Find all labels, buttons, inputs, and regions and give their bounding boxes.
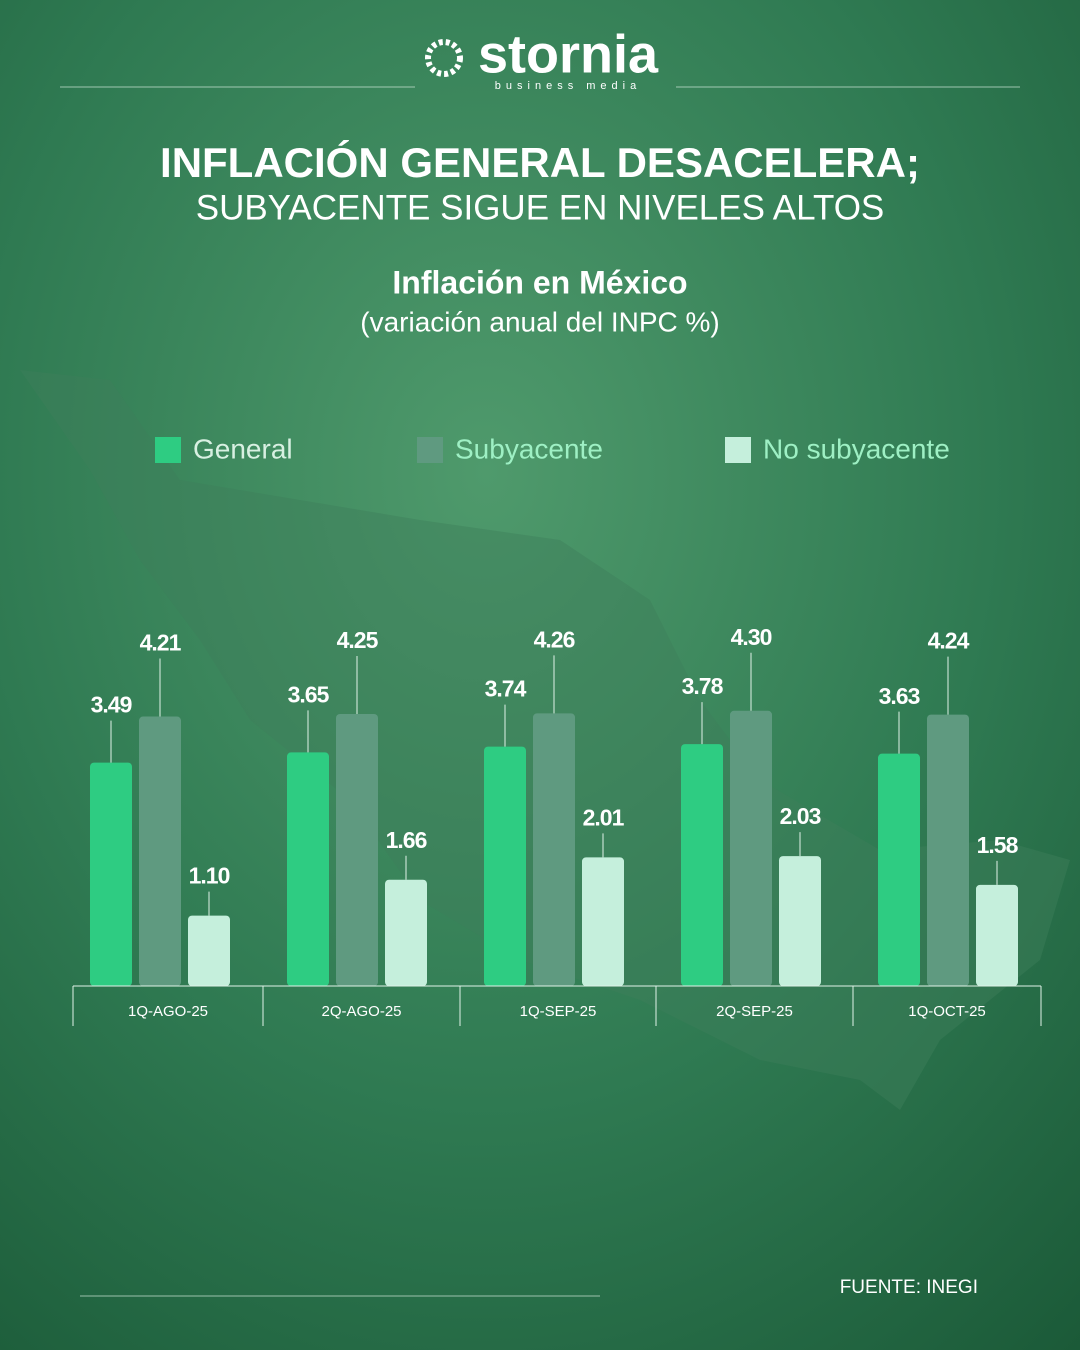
source: FUENTE: INEGI	[840, 1277, 978, 1298]
chart-title: Inflación en México	[392, 264, 687, 300]
value-label: 4.21	[140, 630, 182, 656]
bar	[779, 856, 821, 986]
value-label: 3.49	[91, 692, 132, 718]
value-label: 2.03	[780, 803, 821, 829]
bar	[385, 879, 427, 986]
x-tick-label: 1Q-AGO-25	[128, 1003, 208, 1020]
value-label: 3.78	[682, 673, 724, 699]
x-tick-label: 2Q-AGO-25	[321, 1003, 401, 1020]
value-label: 4.25	[337, 627, 379, 653]
bar	[976, 884, 1018, 986]
logo-mark	[425, 39, 463, 77]
x-tick-label: 1Q-SEP-25	[520, 1003, 597, 1020]
bar	[336, 714, 378, 986]
value-label: 1.10	[189, 863, 230, 889]
bar	[730, 710, 772, 986]
headline-sub: SUBYACENTE SIGUE EN NIVELES ALTOS	[196, 188, 885, 227]
legend-swatch	[417, 437, 443, 463]
value-label: 4.24	[928, 628, 970, 654]
bar	[681, 744, 723, 986]
value-label: 3.65	[288, 681, 330, 707]
bar	[533, 713, 575, 986]
legend-swatch	[725, 437, 751, 463]
legend-label: No subyacente	[763, 433, 950, 464]
value-label: 4.30	[731, 624, 772, 650]
value-label: 2.01	[583, 804, 625, 830]
legend-label: General	[193, 433, 293, 464]
x-tick-label: 1Q-OCT-25	[908, 1003, 986, 1020]
value-label: 3.74	[485, 676, 527, 702]
headline: INFLACIÓN GENERAL DESACELERA;	[160, 138, 920, 186]
value-label: 3.63	[879, 683, 920, 709]
bar	[287, 752, 329, 986]
value-label: 1.58	[977, 832, 1019, 858]
bar	[582, 857, 624, 986]
legend-swatch	[155, 437, 181, 463]
bar	[927, 714, 969, 986]
bar	[188, 915, 230, 986]
bar	[139, 716, 181, 986]
value-label: 4.26	[534, 626, 575, 652]
brand-name: stornia	[478, 24, 659, 84]
brand-tagline: business media	[495, 80, 641, 92]
value-label: 1.66	[386, 827, 427, 853]
x-tick-label: 2Q-SEP-25	[716, 1003, 793, 1020]
legend-label: Subyacente	[455, 433, 603, 464]
bar	[484, 746, 526, 986]
bar	[878, 753, 920, 986]
bar	[90, 762, 132, 986]
chart-subtitle: (variación anual del INPC %)	[360, 306, 720, 337]
